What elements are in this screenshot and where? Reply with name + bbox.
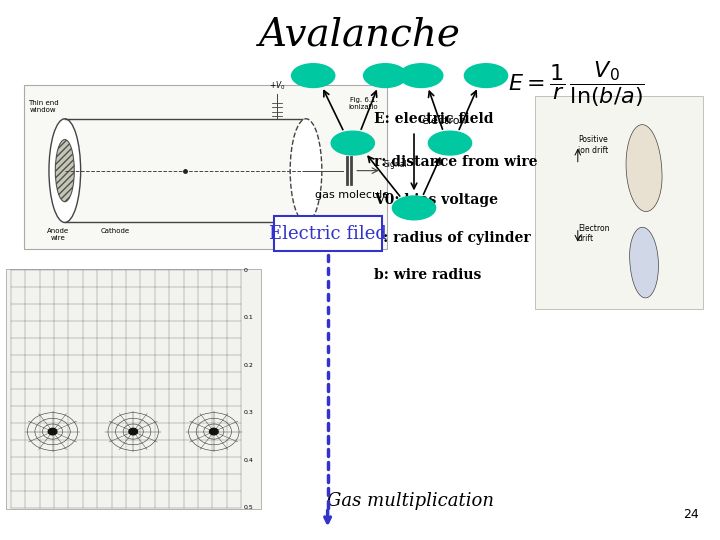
Ellipse shape [364, 64, 407, 87]
Text: E: electric field: E: electric field [374, 112, 494, 126]
Ellipse shape [392, 196, 436, 220]
Circle shape [48, 428, 57, 435]
Ellipse shape [331, 131, 374, 155]
Ellipse shape [49, 119, 81, 222]
Ellipse shape [428, 131, 472, 155]
PathPatch shape [629, 227, 658, 298]
Text: 0.2: 0.2 [243, 362, 253, 368]
Ellipse shape [55, 139, 74, 202]
PathPatch shape [626, 125, 662, 212]
Text: Signal: Signal [383, 160, 407, 169]
Text: 0.1: 0.1 [243, 315, 253, 320]
Text: 24: 24 [683, 508, 698, 521]
FancyBboxPatch shape [535, 96, 703, 309]
Text: Positive
ion drift: Positive ion drift [577, 135, 608, 154]
Text: Anode
wire: Anode wire [47, 228, 68, 241]
Text: r: distance from wire: r: distance from wire [374, 155, 538, 169]
Text: Gas multiplication: Gas multiplication [327, 492, 494, 510]
FancyBboxPatch shape [6, 269, 261, 509]
Text: a: radius of cylinder: a: radius of cylinder [374, 231, 531, 245]
Circle shape [210, 428, 218, 435]
Text: Cathode: Cathode [101, 228, 130, 234]
Ellipse shape [464, 64, 508, 87]
Text: Fig. 6.1.
ionizatio: Fig. 6.1. ionizatio [348, 97, 378, 110]
FancyBboxPatch shape [274, 216, 382, 251]
Text: Electric filed: Electric filed [269, 225, 387, 242]
Ellipse shape [290, 119, 322, 222]
Text: 0: 0 [243, 267, 247, 273]
Text: Avalanche: Avalanche [259, 16, 461, 53]
Text: 0.3: 0.3 [243, 410, 253, 415]
Text: electron: electron [421, 116, 467, 126]
Text: 0.4: 0.4 [243, 457, 253, 463]
FancyBboxPatch shape [24, 85, 387, 249]
Text: gas molecule: gas molecule [315, 190, 389, 200]
Text: V0: bias voltage: V0: bias voltage [374, 193, 498, 207]
Ellipse shape [400, 64, 443, 87]
Text: $+V_0$: $+V_0$ [269, 79, 286, 92]
Text: $E = \dfrac{1}{r}\,\dfrac{V_0}{\ln(b/a)}$: $E = \dfrac{1}{r}\,\dfrac{V_0}{\ln(b/a)}… [508, 59, 644, 109]
Text: Electron
drift: Electron drift [577, 224, 609, 243]
Ellipse shape [292, 64, 335, 87]
Text: Thin end
window: Thin end window [28, 100, 58, 113]
Text: 0.5: 0.5 [243, 505, 253, 510]
Text: b: wire radius: b: wire radius [374, 268, 482, 282]
Circle shape [129, 428, 138, 435]
